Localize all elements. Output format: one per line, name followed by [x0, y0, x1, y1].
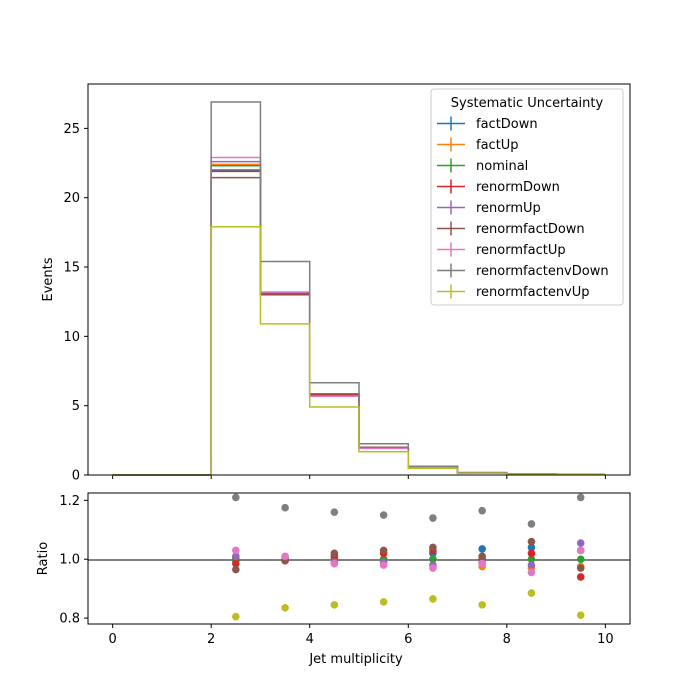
- main-y-axis-label: Events: [41, 257, 56, 301]
- ratio-point-renormfactDown: [478, 552, 486, 561]
- ratio-point-renormUp: [576, 539, 585, 547]
- main-ticks-group: 0 5 10 15 20 25: [63, 122, 606, 484]
- ratio-y-tick-label: 1.0: [59, 553, 80, 568]
- ratio-ticks-group: 0.8 1.0 1.2 0 2 4 6 8 10: [59, 494, 613, 647]
- main-histogram-panel: 0 5 10 15 20 25 Events Systematic Uncertainty…: [41, 83, 631, 484]
- ratio-point-renormfactUp: [232, 546, 240, 555]
- ratio-x-tick-label: 0: [108, 632, 116, 647]
- ratio-point-renormfactenvUp: [576, 611, 585, 619]
- ratio-y-tick-label: 1.2: [59, 494, 80, 509]
- ratio-point-renormfactenvDown: [429, 514, 437, 522]
- ratio-point-renormUp: [232, 552, 240, 561]
- ratio-point-renormfactenvUp: [330, 601, 339, 609]
- ratio-point-renormfactDown: [527, 537, 536, 546]
- legend-entry-factDown: factDown: [437, 116, 538, 132]
- main-y-tick-label: 0: [72, 469, 80, 484]
- ratio-point-renormfactUp: [281, 552, 289, 561]
- legend-entry-renormfactUp: renormfactUp: [437, 242, 566, 258]
- ratio-point-renormfactenvUp: [379, 598, 388, 606]
- ratio-x-axis-label: Jet multiplicity: [308, 652, 403, 667]
- main-series-group: [112, 101, 606, 476]
- ratio-point-renormDown: [527, 549, 536, 558]
- ratio-x-tick-label: 6: [404, 632, 412, 647]
- legend-frame: [430, 88, 624, 306]
- ratio-point-renormfactUp: [478, 559, 486, 568]
- legend: Systematic Uncertainty factDown factUp nom…: [430, 88, 624, 306]
- ratio-point-renormfactUp: [576, 546, 585, 555]
- ratio-point-nominal: [429, 555, 437, 564]
- ratio-point-renormUp: [527, 561, 536, 569]
- legend-label: renormUp: [476, 201, 541, 216]
- legend-entry-nominal: nominal: [437, 158, 528, 174]
- ratio-point-renormfactDown: [232, 565, 240, 574]
- legend-label: renormfactDown: [476, 222, 585, 237]
- ratio-panel: 0.8 1.0 1.2 0 2 4 6 8 10 Ratio Jet multiplicity: [36, 492, 631, 667]
- main-y-tick-label: 15: [63, 261, 80, 276]
- legend-title: Systematic Uncertainty: [451, 96, 604, 111]
- ratio-points-group: [232, 493, 585, 621]
- ratio-point-renormfactenvDown: [478, 506, 486, 515]
- ratio-point-renormDown: [232, 559, 240, 568]
- ratio-point-renormfactenvDown: [281, 503, 289, 512]
- ratio-point-nominal: [576, 555, 585, 564]
- ratio-point-renormfactUp: [527, 568, 536, 577]
- ratio-point-renormfactenvUp: [478, 601, 486, 609]
- ratio-point-renormfactenvDown: [379, 511, 388, 519]
- legend-entry-renormUp: renormUp: [437, 200, 541, 216]
- ratio-y-tick-label: 0.8: [59, 612, 80, 627]
- ratio-point-renormfactenvUp: [232, 612, 240, 621]
- ratio-point-renormfactenvUp: [429, 595, 437, 603]
- legend-label: renormfactUp: [476, 243, 566, 258]
- legend-label: factUp: [476, 138, 519, 153]
- ratio-point-factDown: [478, 545, 486, 553]
- ratio-x-tick-label: 2: [207, 632, 215, 647]
- legend-entry-renormfactDown: renormfactDown: [437, 221, 585, 237]
- ratio-y-axis-label: Ratio: [36, 542, 51, 575]
- legend-entry-factUp: factUp: [437, 137, 519, 153]
- legend-entry-renormDown: renormDown: [437, 179, 560, 195]
- ratio-point-renormfactenvDown: [527, 520, 536, 528]
- ratio-x-tick-label: 4: [306, 632, 314, 647]
- ratio-point-renormfactDown: [429, 543, 437, 552]
- legend-entry-renormfactenvUp: renormfactenvUp: [437, 284, 590, 300]
- ratio-x-tick-label: 8: [503, 632, 511, 647]
- ratio-axes-frame: [87, 492, 631, 625]
- legend-label: factDown: [476, 117, 538, 132]
- ratio-point-factDown: [527, 543, 536, 552]
- ratio-point-renormDown: [576, 573, 585, 581]
- ratio-point-renormfactDown: [379, 546, 388, 555]
- main-y-tick-label: 10: [63, 330, 80, 345]
- legend-label: renormDown: [476, 180, 560, 195]
- ratio-point-renormfactenvDown: [330, 508, 339, 516]
- main-axes-frame: [87, 83, 631, 476]
- legend-entries: factDown factUp nominal renormDown renormUp r…: [437, 116, 609, 300]
- ratio-point-renormfactDown: [330, 549, 339, 558]
- ratio-point-renormfactenvUp: [527, 589, 536, 597]
- main-y-tick-label: 20: [63, 191, 80, 206]
- legend-label: renormfactenvUp: [476, 285, 590, 300]
- ratio-point-renormfactDown: [576, 564, 585, 572]
- ratio-point-renormfactUp: [429, 564, 437, 572]
- main-y-tick-label: 5: [72, 399, 80, 414]
- ratio-point-renormfactenvDown: [232, 493, 240, 502]
- ratio-point-renormfactUp: [379, 561, 388, 569]
- ratio-point-renormfactenvDown: [576, 493, 585, 502]
- histogram-series-renormfactenvUp: [112, 226, 606, 476]
- main-y-tick-label: 25: [63, 122, 80, 137]
- legend-label: nominal: [476, 159, 528, 174]
- legend-entry-renormfactenvDown: renormfactenvDown: [437, 263, 609, 279]
- legend-label: renormfactenvDown: [476, 264, 609, 279]
- ratio-point-renormfactenvUp: [281, 604, 289, 612]
- ratio-point-renormfactUp: [330, 559, 339, 568]
- ratio-point-nominal: [527, 555, 536, 564]
- ratio-x-tick-label: 10: [597, 632, 614, 647]
